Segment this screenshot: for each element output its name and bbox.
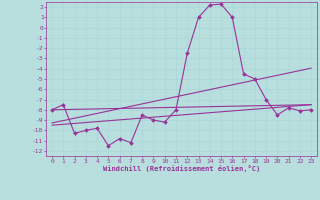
X-axis label: Windchill (Refroidissement éolien,°C): Windchill (Refroidissement éolien,°C) xyxy=(103,165,260,172)
